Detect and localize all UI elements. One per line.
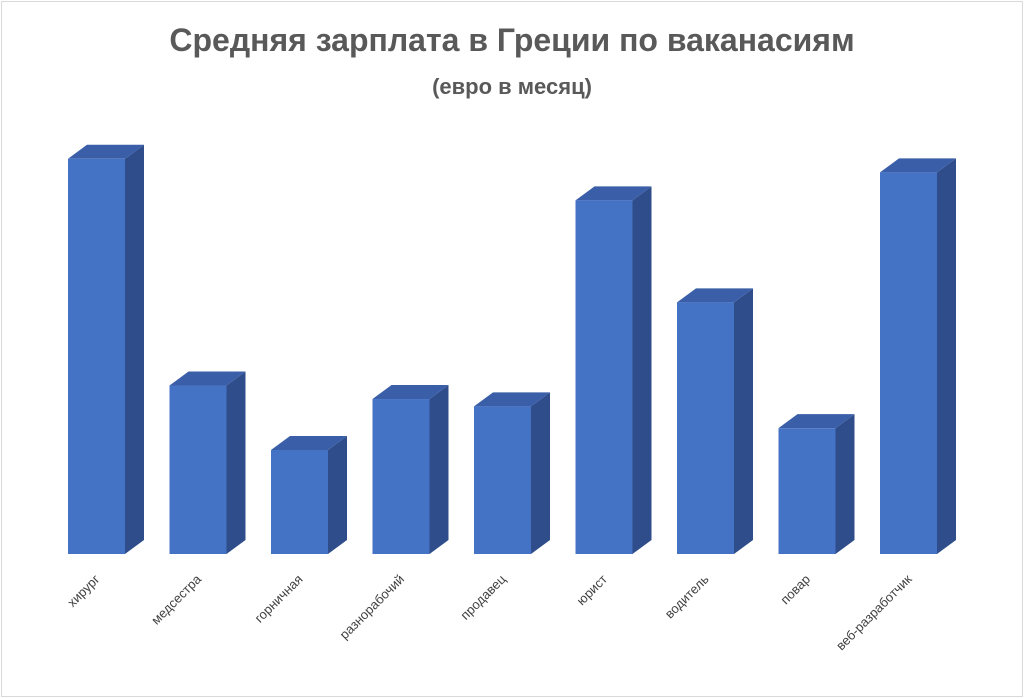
category-label-7: водитель xyxy=(662,571,712,621)
bar-6 xyxy=(575,186,652,554)
bar-6-top xyxy=(575,186,652,201)
bar-2 xyxy=(169,371,246,554)
bar-9-top xyxy=(880,158,956,173)
bar-7-top xyxy=(677,288,753,303)
bar-8-top xyxy=(778,414,855,429)
category-label-8: повар xyxy=(777,572,813,608)
category-label-3: горничная xyxy=(251,572,305,626)
chart-subtitle: (евро в месяц) xyxy=(432,74,592,99)
bar-7 xyxy=(677,288,753,554)
bar-5-top xyxy=(474,392,550,407)
bar-3-front xyxy=(271,450,328,554)
bar-3-top xyxy=(271,436,347,450)
bar-9-front xyxy=(880,172,937,554)
bar-9 xyxy=(880,158,956,554)
bar-6-front xyxy=(575,200,633,554)
chart-title: Средняя зарплата в Греции по ваканасиям xyxy=(169,22,855,58)
bar-6-side xyxy=(632,186,652,554)
category-label-5: продавец xyxy=(457,571,509,623)
bar-2-top xyxy=(169,371,246,386)
bar-4-top xyxy=(372,385,449,400)
bar-7-front xyxy=(677,302,734,554)
bar-1-top xyxy=(68,144,144,159)
bar-5 xyxy=(474,392,550,554)
bar-1 xyxy=(68,144,144,555)
bar-8-side xyxy=(835,414,855,554)
bar-4-side xyxy=(429,385,449,554)
category-labels-group: хирург медсестра горничная разнорабочий прод… xyxy=(64,571,915,653)
bar-7-side xyxy=(734,288,753,554)
category-label-2: медсестра xyxy=(148,571,204,627)
category-label-1: хирург xyxy=(64,571,102,609)
bar-8 xyxy=(778,414,855,554)
bar-4 xyxy=(372,385,449,554)
bars-group xyxy=(68,144,956,555)
bar-8-front xyxy=(778,428,836,554)
bar-3 xyxy=(271,436,347,554)
bar-1-front xyxy=(68,158,125,555)
bar-1-side xyxy=(125,144,144,555)
bar-2-front xyxy=(169,385,227,554)
bar-5-front xyxy=(474,406,531,554)
bar-5-side xyxy=(531,392,550,554)
category-label-9: веб-разработчик xyxy=(833,571,915,653)
bar-3-side xyxy=(328,436,347,554)
category-label-4: разнорабочий xyxy=(337,572,408,643)
bar-2-side xyxy=(226,371,246,554)
category-label-6: юрист xyxy=(574,571,611,608)
bar-4-front xyxy=(372,399,430,554)
bar-9-side xyxy=(937,158,956,554)
